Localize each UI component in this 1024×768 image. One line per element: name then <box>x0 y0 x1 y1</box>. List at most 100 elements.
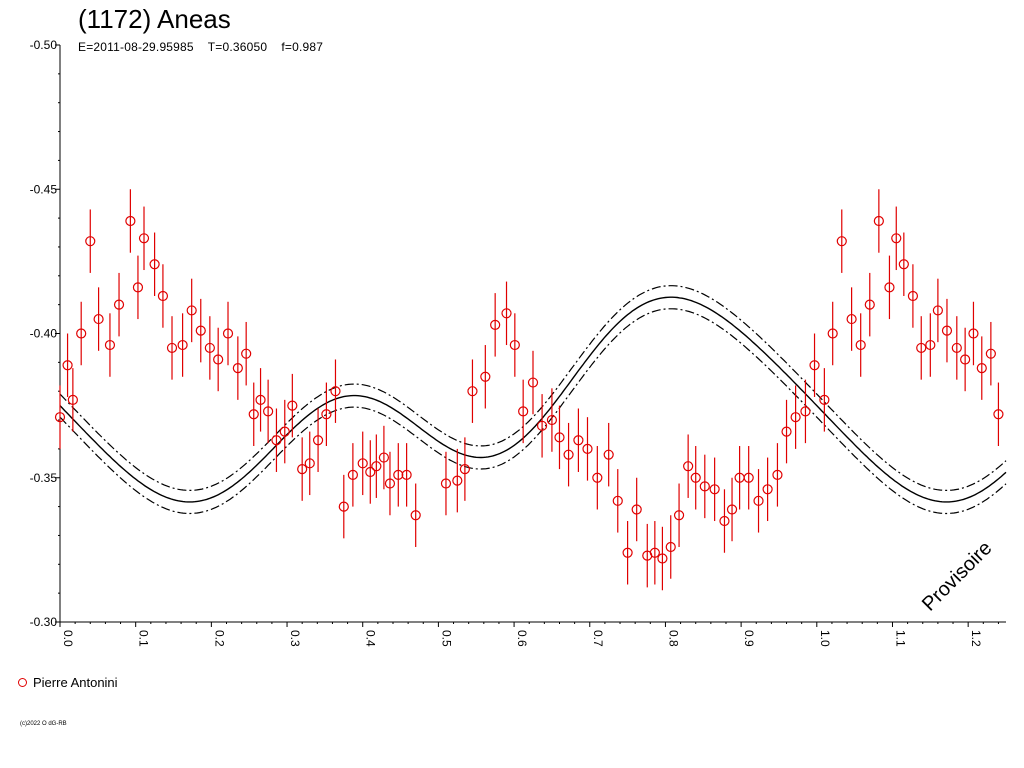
data-point <box>781 426 792 437</box>
data-point <box>809 360 820 371</box>
data-point <box>884 282 895 293</box>
data-point <box>287 400 298 411</box>
x-tick-label: 0.8 <box>666 630 680 647</box>
x-tick-label: 0.6 <box>515 630 529 647</box>
data-point <box>213 354 224 365</box>
data-point <box>536 420 548 431</box>
data-point <box>401 469 412 480</box>
data-point <box>186 305 197 316</box>
data-point <box>985 348 996 359</box>
data-point <box>855 339 866 351</box>
data-point <box>925 339 936 351</box>
data-point <box>490 319 501 330</box>
data-point <box>762 484 773 495</box>
chart-subtitle: E=2011-08-29.95985 T=0.36050 f=0.987 <box>78 40 324 54</box>
data-point <box>177 339 188 351</box>
data-point <box>709 484 720 495</box>
data-point <box>125 215 136 227</box>
data-point <box>726 504 738 515</box>
data-point <box>357 458 368 469</box>
data-point <box>819 394 830 405</box>
legend-label: Pierre Antonini <box>33 675 118 690</box>
legend: Pierre Antonini <box>18 675 118 690</box>
fit-curve-lower <box>59 285 1007 491</box>
copyright-text: (c)2022 O dG-RB <box>20 721 67 727</box>
data-point <box>248 409 259 420</box>
x-tick-label: 0.9 <box>742 630 756 647</box>
data-point <box>772 469 783 480</box>
x-tick-label: 0.2 <box>212 630 226 647</box>
data-point <box>846 313 857 325</box>
data-point <box>67 394 78 405</box>
data-point <box>546 414 558 426</box>
data-point <box>683 461 694 472</box>
data-point <box>271 435 282 446</box>
data-point <box>297 463 308 475</box>
data-point <box>440 478 452 489</box>
data-point <box>864 299 875 310</box>
data-point <box>279 426 290 437</box>
data-point <box>898 259 909 270</box>
data-point <box>631 504 642 515</box>
data-point <box>85 236 96 247</box>
data-point <box>622 547 633 558</box>
data-point <box>204 342 215 354</box>
data-point <box>157 290 169 302</box>
data-point <box>719 515 730 527</box>
data-points <box>54 189 1004 591</box>
x-tick-label: 0.7 <box>591 630 605 647</box>
data-point <box>649 547 660 558</box>
y-tick-label: -0.50 <box>30 38 58 52</box>
axes: -0.50 -0.45 -0.40 -0.35 -0.300.0 0.1 0.2 0.3 0.4… <box>30 38 1006 647</box>
data-point <box>480 371 491 382</box>
data-point <box>690 472 701 483</box>
data-point <box>467 386 478 397</box>
data-point <box>753 495 764 506</box>
y-tick-label: -0.45 <box>30 182 58 196</box>
data-point <box>93 313 104 325</box>
data-point <box>941 325 953 336</box>
data-point <box>62 360 73 371</box>
data-point <box>916 342 927 354</box>
data-point <box>222 328 234 339</box>
x-tick-label: 0.1 <box>137 630 151 647</box>
x-tick-label: 0.3 <box>288 630 302 647</box>
x-tick-label: 0.0 <box>61 630 75 647</box>
data-point <box>255 394 266 405</box>
data-point <box>665 541 676 553</box>
x-tick-label: 1.0 <box>818 630 832 647</box>
data-point <box>132 282 144 293</box>
data-point <box>304 458 315 469</box>
data-point <box>371 461 382 472</box>
data-point <box>378 452 390 463</box>
data-point <box>582 443 593 454</box>
fit-curve-upper <box>59 308 1007 515</box>
data-point <box>347 469 358 480</box>
data-point <box>232 363 243 374</box>
data-point <box>338 501 349 512</box>
data-point <box>657 553 668 564</box>
legend-circle-icon <box>18 678 27 687</box>
data-point <box>827 328 838 339</box>
y-tick-label: -0.40 <box>30 327 58 341</box>
data-point <box>976 363 987 374</box>
data-point <box>993 409 1004 420</box>
data-point <box>384 478 396 489</box>
data-point <box>592 472 603 483</box>
x-tick-label: 1.1 <box>893 630 907 647</box>
data-point <box>393 469 404 480</box>
x-tick-label: 0.4 <box>364 630 378 647</box>
data-point <box>563 449 574 460</box>
data-point <box>241 348 252 359</box>
data-point <box>573 435 584 446</box>
data-point <box>612 495 623 506</box>
data-point <box>410 510 421 521</box>
data-point <box>790 412 801 423</box>
data-point <box>603 449 614 460</box>
data-point <box>527 377 539 388</box>
data-point <box>968 328 979 339</box>
data-point <box>138 233 150 244</box>
data-point <box>312 435 324 446</box>
data-point <box>149 259 160 270</box>
